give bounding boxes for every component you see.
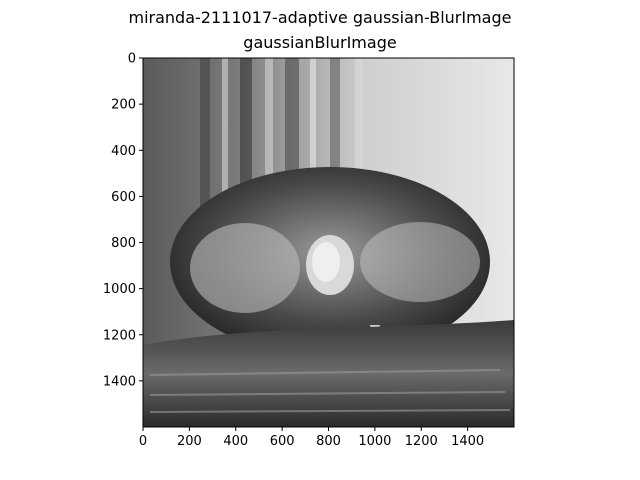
y-tick-label: 1000 <box>103 282 136 297</box>
y-axis: 0 200 400 600 800 1000 1200 1400 <box>103 52 143 390</box>
x-tick-label: 200 <box>177 434 202 449</box>
heatmap-image <box>143 58 514 427</box>
y-tick-label: 0 <box>128 52 136 67</box>
x-tick-label: 400 <box>223 434 248 449</box>
x-tick-label: 600 <box>270 434 295 449</box>
y-tick-label: 800 <box>111 236 136 251</box>
y-tick-label: 200 <box>111 98 136 113</box>
y-tick-label: 1200 <box>103 328 136 343</box>
x-axis: 0 200 400 600 800 1000 1200 1400 <box>139 427 484 449</box>
y-tick-label: 400 <box>111 144 136 159</box>
y-tick-label: 600 <box>111 190 136 205</box>
x-tick-label: 1200 <box>405 434 438 449</box>
x-tick-label: 800 <box>316 434 341 449</box>
y-tick-label: 1400 <box>103 374 136 389</box>
x-tick-label: 0 <box>139 434 147 449</box>
x-tick-label: 1400 <box>451 434 484 449</box>
x-tick-label: 1000 <box>358 434 391 449</box>
